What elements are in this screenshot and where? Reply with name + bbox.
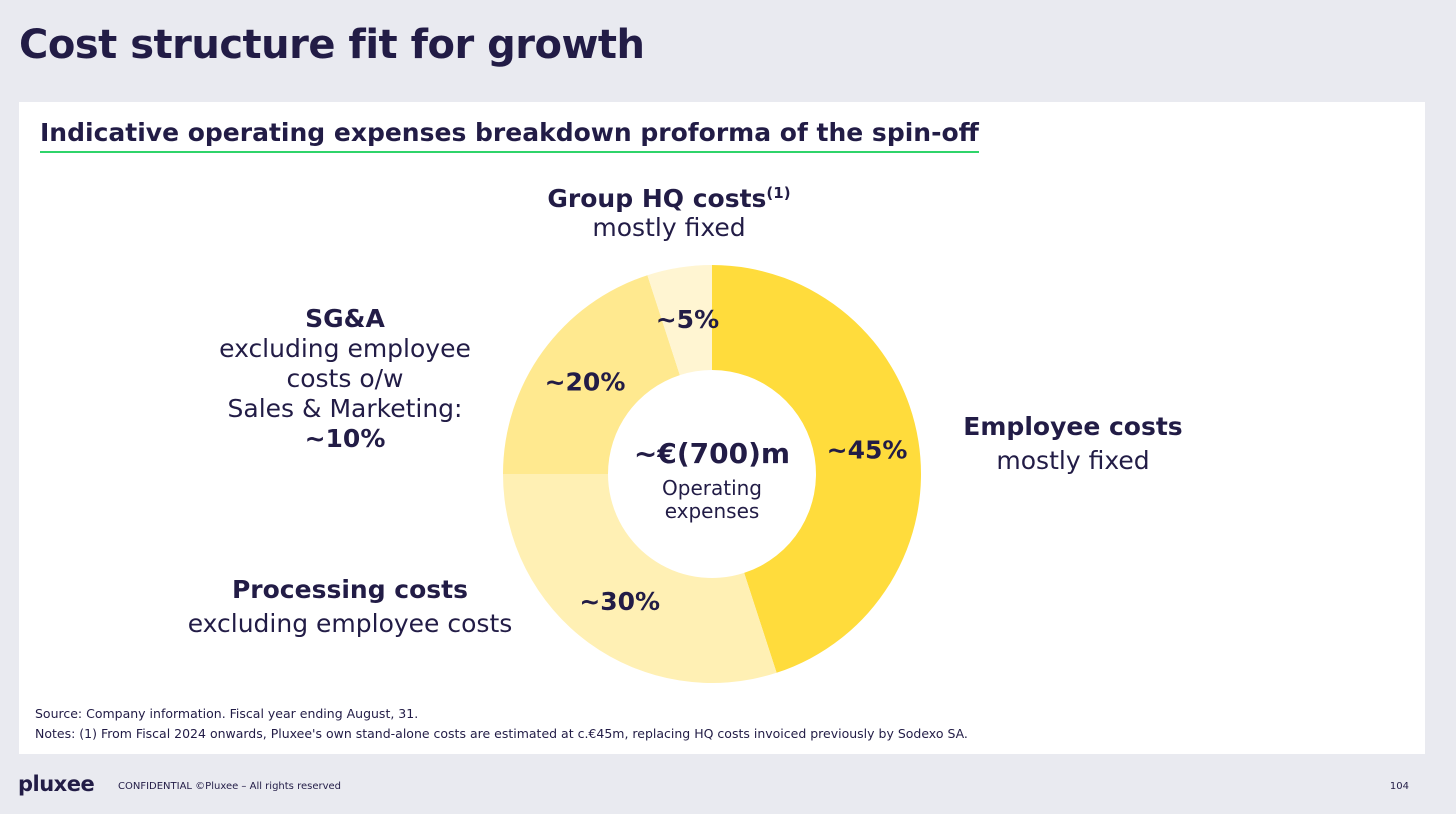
slice-label-sga: ~20% [545, 368, 626, 397]
callout-employee: Employee costs mostly fixed [933, 410, 1213, 478]
callout-sga: SG&A excluding employee costs o/w Sales … [175, 304, 515, 454]
slice-label-employee: ~45% [827, 435, 908, 464]
callout-sga-title: SG&A [305, 304, 385, 333]
callout-processing-title: Processing costs [231, 575, 469, 604]
callout-sga-line3: Sales & Marketing: [227, 394, 463, 423]
donut-chart: ~45% ~30% ~20% ~5% ~€(700)m Operating expen… [503, 265, 921, 683]
center-label-line1: Operating [662, 476, 762, 500]
callout-sga-line2: costs o/w [286, 364, 404, 393]
callout-hq-sub: mostly fixed [592, 213, 746, 242]
callout-sga-line1: excluding employee [219, 334, 471, 363]
callout-employee-sub: mostly fixed [996, 446, 1150, 475]
donut-slice-processing [503, 474, 777, 683]
slice-label-processing: ~30% [579, 587, 660, 616]
slice-label-hq: ~5% [656, 305, 719, 334]
notes-footnote: Notes: (1) From Fiscal 2024 onwards, Plu… [35, 726, 968, 741]
page-number: 104 [1389, 781, 1409, 792]
center-label-line2: expenses [665, 499, 760, 523]
callout-processing-sub: excluding employee costs [187, 609, 513, 638]
donut-slice-sga [503, 275, 680, 474]
callout-sga-value: ~10% [304, 424, 386, 453]
content-panel: Indicative operating expenses breakdown … [19, 102, 1425, 754]
callout-processing: Processing costs excluding employee cost… [155, 573, 545, 641]
confidential-notice: CONFIDENTIAL ©Pluxee – All rights reserv… [118, 781, 341, 792]
center-value: ~€(700)m [634, 437, 790, 470]
callout-employee-title: Employee costs [963, 412, 1183, 441]
source-note: Source: Company information. Fiscal year… [35, 706, 419, 721]
page-title: Cost structure fit for growth [19, 22, 645, 68]
callout-hq-footnote-ref: (1) [766, 184, 791, 202]
donut-slice-employee [712, 265, 921, 673]
chart-subtitle: Indicative operating expenses breakdown … [40, 118, 979, 153]
donut-slice-hq [647, 265, 712, 376]
pluxee-logo: pluxee [18, 772, 95, 796]
callout-hq: Group HQ costs(1) mostly fixed [499, 184, 839, 242]
callout-hq-title: Group HQ costs [547, 184, 767, 213]
